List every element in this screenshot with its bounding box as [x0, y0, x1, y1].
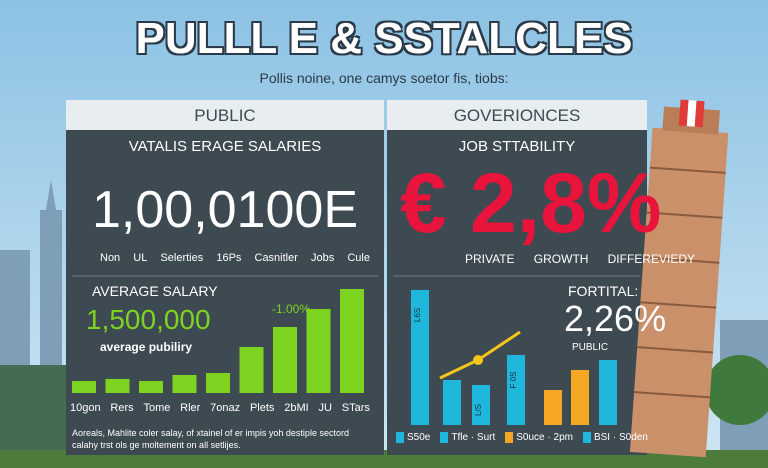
legend-entry: S50e	[396, 432, 430, 443]
chart-caption: average pubiliry	[100, 340, 193, 354]
label: Cule	[347, 252, 370, 264]
label: Non	[100, 252, 121, 264]
legend-entry: Tfle · Surt	[440, 432, 495, 443]
bar	[472, 385, 490, 425]
building	[0, 365, 66, 455]
bar-text: L6S	[413, 308, 422, 322]
bar-label: Rler	[180, 402, 201, 414]
footnote: calahy trst ols ge moltement on all setl…	[72, 440, 241, 450]
left-panel	[66, 100, 384, 455]
bar-label: JU	[318, 402, 332, 414]
bar-label: 7onaz	[210, 402, 241, 414]
header: GOVERIONCES	[453, 106, 581, 125]
bar	[507, 355, 525, 425]
header-bar	[66, 100, 384, 130]
bar-text: L/S	[474, 404, 483, 416]
bar	[139, 381, 163, 393]
bar-label: Tome	[143, 402, 171, 414]
header-bar	[387, 100, 647, 130]
chart-value: 1,500,000	[86, 304, 211, 335]
bar-label: 10gon	[70, 402, 101, 414]
label: PRIVATE	[465, 252, 515, 266]
chart-value: 2,26%	[564, 298, 667, 339]
bar	[172, 375, 197, 393]
heading: JOB STTABILITY	[458, 138, 576, 155]
bar	[206, 373, 230, 393]
bar	[72, 381, 96, 393]
legend-entry: S0uce · 2pm	[505, 432, 573, 443]
bar	[443, 380, 461, 425]
subtitle: Pollis noine, one camys soetor fis, tiob…	[259, 70, 509, 86]
bar	[411, 290, 429, 425]
change: -1.00%	[272, 302, 311, 316]
label: Selerties	[160, 252, 204, 264]
label: Casnitler	[254, 252, 298, 264]
label: 16Ps	[216, 252, 242, 264]
bar	[599, 360, 617, 425]
label: UL	[133, 252, 148, 264]
big-number: 1,00,0100E	[91, 181, 359, 239]
bar	[340, 289, 364, 393]
bar-text: F 0S	[509, 372, 518, 389]
bar	[306, 309, 331, 393]
label: DIFFEREVIEDY	[607, 252, 695, 266]
footnote: Aoreals, Mahlite coler salay, of xtainel…	[72, 428, 349, 438]
bar-label: Plets	[249, 402, 275, 414]
bar	[105, 379, 130, 393]
tower	[629, 99, 729, 458]
tree	[705, 355, 768, 425]
bar-label: Rers	[110, 402, 134, 414]
bar	[239, 347, 264, 393]
chart-title: FORTITAL:	[568, 283, 639, 299]
title: PULLL E & SSTALCLES	[135, 14, 633, 63]
bar-label: 2bMI	[284, 402, 309, 414]
label: GROWTH	[533, 252, 589, 266]
bar	[571, 370, 589, 425]
chart-title: AVERAGE SALARY	[92, 283, 218, 299]
bar-label: STars	[341, 402, 370, 414]
chart-caption: PUBLIC	[572, 342, 609, 353]
label: Jobs	[311, 252, 335, 264]
bar	[544, 390, 562, 425]
legend-entry: BSI · S0den	[582, 432, 648, 443]
bar	[273, 327, 297, 393]
header: PUBLIC	[194, 106, 256, 125]
heading: VATALIS ERAGE SALARIES	[128, 138, 322, 155]
trend-dot	[473, 355, 483, 365]
big-number: € 2,8%	[400, 156, 662, 250]
